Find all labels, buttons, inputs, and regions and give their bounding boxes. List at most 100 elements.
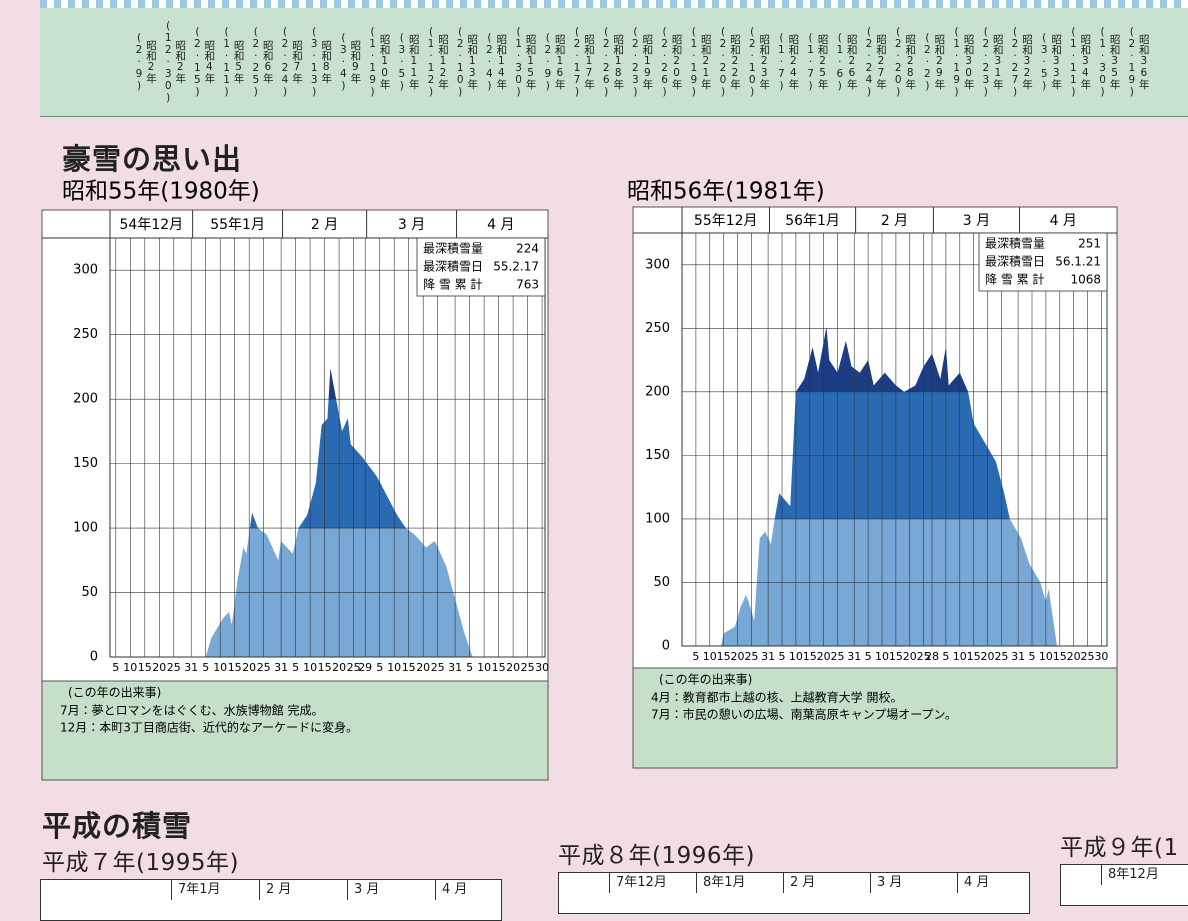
sub-month: 3 月 [870, 873, 902, 893]
notes-line: 12月：本町3丁目商店街、近代的なアーケードに変身。 [60, 720, 358, 735]
month-label: 55年1月 [210, 217, 265, 233]
y-tick-label: 0 [662, 639, 670, 654]
snow-area-band [328, 368, 337, 400]
strip-era: 昭和32年 [1021, 34, 1033, 90]
strip-era: 昭和18年 [612, 34, 625, 90]
x-tick-label: 20 [817, 650, 831, 663]
sub-title: 平成７年(1995年) [42, 850, 239, 876]
strip-date: (2·26) [658, 26, 671, 98]
strip-date: (2·2) [921, 32, 934, 92]
strip-item: 昭和2年 (12·30) [162, 10, 186, 114]
strip-pattern [40, 0, 1188, 8]
y-tick-label: 0 [90, 650, 98, 665]
x-tick-label: 20 [416, 661, 430, 674]
x-tick-label: 10 [123, 661, 137, 674]
x-tick-label: 10 [303, 661, 317, 674]
x-tick-label: 20 [731, 650, 745, 663]
strip-item: 昭和15年 (1·30) [513, 10, 537, 114]
strip-era: 昭和6年 [261, 40, 274, 84]
strip-date: (2·4) [483, 32, 496, 92]
strip-item: 昭和34年 (1·11) [1067, 10, 1091, 114]
stats-label: 最深積雪日 [985, 254, 1045, 269]
strip-item: 昭和26年 (1·6) [834, 10, 858, 114]
x-tick-label: 20 [981, 650, 995, 663]
notes-box [41, 680, 549, 781]
x-tick-label: 20 [242, 661, 256, 674]
strip-date: (2·25) [249, 26, 262, 98]
charts: 昭和55年(1980年)5 10 15 20 25 31 5 10 15 20 25 31 5 10 15 2… [41, 179, 1118, 781]
sub-title: 平成８年(1996年) [558, 843, 755, 869]
x-tick-label: 10 [477, 661, 491, 674]
x-tick-label: 25 [347, 661, 361, 674]
x-tick-label: 5 [942, 650, 949, 663]
x-tick-label: 25 [994, 650, 1008, 663]
sub-month: 4 月 [957, 873, 989, 893]
sub-frame: 7年12月 8年1月 2 月 3 月 4 月 [558, 872, 1030, 914]
notes-line: 4月：教育都市上越の核、上越教育大学 開校。 [651, 690, 902, 705]
x-tick-label: 15 [967, 650, 981, 663]
strip-date: (3·13) [308, 26, 321, 98]
strip-date: (1·19) [687, 26, 700, 98]
strip-item: 昭和7年 (2·24) [279, 10, 303, 114]
strip-date: (3·4) [337, 32, 350, 92]
stats-label: 最深積雪量 [423, 241, 483, 256]
stats-label: 降 雪 累 計 [985, 272, 1044, 287]
x-tick-label: 5 [779, 650, 786, 663]
heisei-title: 平成の積雪 [42, 809, 193, 843]
strip-era: 昭和31年 [991, 34, 1004, 90]
strip-era: 昭和15年 [524, 34, 537, 90]
y-tick-label: 200 [73, 392, 98, 407]
strip-date: (2·20) [717, 26, 729, 98]
strip-date: (2·26) [600, 26, 613, 98]
x-tick-label: 10 [875, 650, 889, 663]
x-tick-label: 31 [274, 661, 288, 674]
strip-item: 昭和4年 (2·15) [191, 10, 215, 114]
x-tick-label: 5 [292, 661, 299, 674]
strip-era: 昭和24年 [787, 34, 800, 90]
strip-era: 昭和35年 [1108, 34, 1121, 90]
x-tick-label: 25 [831, 650, 845, 663]
strip-date: (2·27) [1009, 26, 1021, 98]
strip-era: 昭和7年 [291, 40, 303, 84]
x-tick-label: 15 [402, 661, 416, 674]
x-tick-label: 31 [761, 650, 775, 663]
strip-item: 昭和27年 (2·24) [863, 10, 887, 114]
x-tick-label: 25 [257, 661, 271, 674]
strip-era: 昭和16年 [553, 34, 566, 90]
strip-item: 昭和5年 (1·11) [221, 10, 245, 114]
x-tick-label: 5 [865, 650, 872, 663]
notes-line: 7月：夢とロマンをはぐくむ、水族博物館 完成。 [60, 703, 323, 718]
sub-title: 平成９年(1 [1060, 835, 1179, 861]
strip-date: (1·30) [512, 26, 525, 98]
strip-item: 昭和19年 (2·23) [629, 10, 653, 114]
chart-title: 昭和56年(1981年) [627, 179, 825, 205]
strip-item: 昭和21年 (1·19) [688, 10, 712, 114]
y-tick-label: 300 [73, 263, 98, 278]
y-tick-label: 50 [653, 575, 670, 590]
x-tick-label: 10 [1039, 650, 1053, 663]
x-tick-label: 25 [521, 661, 535, 674]
strip-era: 昭和30年 [962, 34, 975, 90]
month-label: 4 月 [487, 217, 514, 233]
strip-item: 昭和14年 (2·4) [483, 10, 507, 114]
strip-item: 昭和24年 (1·7) [775, 10, 799, 114]
x-tick-label: 10 [953, 650, 967, 663]
strip-item: 昭和20年 (2·26) [659, 10, 683, 114]
x-tick-label: 5 [692, 650, 699, 663]
stats-value: 56.1.21 [1055, 255, 1101, 269]
strip-date: (1·7) [775, 32, 788, 92]
strip-date: (2·15) [191, 26, 204, 98]
strip-date: (2·20) [892, 26, 905, 98]
strip-date: (1·11) [220, 26, 233, 98]
x-tick-label: 30 [535, 661, 549, 674]
strip-era: 昭和23年 [758, 34, 771, 90]
strip-date: (1·7) [804, 32, 817, 92]
strip-item: 昭和22年 (2·20) [717, 10, 741, 114]
strip-date: (1·11) [1067, 26, 1080, 98]
x-tick-label: 25 [917, 650, 931, 663]
x-tick-label: 10 [703, 650, 717, 663]
x-tick-label: 25 [744, 650, 758, 663]
sub-month: 3 月 [347, 880, 379, 900]
notes-heading: (この年の出来事) [659, 673, 752, 687]
strip-date: (1·19) [366, 26, 379, 98]
